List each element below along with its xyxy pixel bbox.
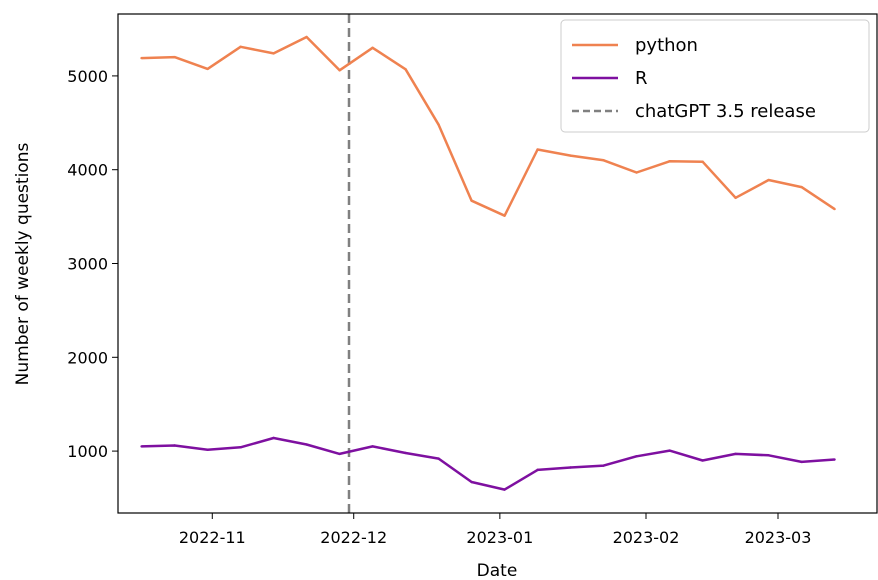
x-axis: 2022-11 2022-12 2023-01 2023-02 2023-03 — [179, 513, 812, 547]
x-tick-label: 2023-03 — [745, 528, 812, 547]
data-point-python — [635, 171, 638, 174]
legend: python R chatGPT 3.5 release — [560, 19, 870, 133]
y-axis: 1000 2000 3000 4000 5000 — [67, 67, 118, 461]
x-tick-label: 2022-11 — [179, 528, 246, 547]
data-point-python — [536, 148, 539, 151]
data-point-python — [371, 46, 374, 49]
data-point-python — [569, 154, 572, 157]
data-point-python — [437, 123, 440, 126]
data-point-python — [239, 45, 242, 49]
data-point-python — [305, 35, 308, 39]
data-point-python — [206, 67, 209, 71]
data-point-r — [734, 452, 737, 456]
y-tick-label: 1000 — [67, 442, 108, 461]
legend-label-release: chatGPT 3.5 release — [635, 101, 816, 122]
data-point-r — [206, 448, 209, 451]
y-tick-label: 2000 — [67, 348, 108, 367]
data-point-r — [173, 444, 176, 447]
data-point-r — [635, 455, 638, 458]
data-point-r — [602, 464, 605, 467]
data-point-r — [536, 468, 539, 472]
y-axis-title: Number of weekly questions — [13, 143, 33, 386]
series-line-r — [141, 436, 835, 491]
data-point-r — [800, 460, 803, 464]
data-point-r — [668, 449, 671, 452]
data-point-python — [338, 69, 341, 72]
data-point-r — [338, 452, 341, 456]
data-point-python — [404, 68, 407, 71]
x-tick-label: 2022-12 — [320, 528, 387, 547]
y-tick-label: 3000 — [67, 255, 108, 274]
y-tick-label: 5000 — [67, 67, 108, 86]
x-tick-label: 2023-02 — [613, 528, 680, 547]
data-point-r — [701, 459, 704, 462]
data-point-r — [569, 466, 572, 469]
data-point-python — [767, 178, 770, 182]
data-point-python — [734, 196, 737, 200]
data-point-python — [173, 55, 176, 59]
data-point-r — [239, 446, 242, 449]
data-point-python — [668, 160, 671, 163]
x-tick-label: 2023-01 — [466, 528, 533, 547]
data-point-python — [602, 159, 605, 162]
legend-label-r: R — [635, 68, 648, 89]
x-axis-title: Date — [477, 561, 518, 580]
data-point-r — [404, 451, 407, 455]
data-point-python — [701, 160, 704, 163]
legend-box — [560, 19, 870, 133]
data-point-r — [767, 454, 770, 457]
data-point-python — [833, 207, 836, 211]
data-point-python — [800, 185, 803, 189]
data-point-python — [503, 214, 506, 217]
data-point-r — [140, 445, 143, 448]
data-point-python — [470, 199, 473, 202]
data-point-python — [140, 56, 143, 60]
data-point-r — [470, 480, 473, 484]
y-tick-label: 4000 — [67, 161, 108, 180]
data-point-python — [272, 52, 275, 55]
data-point-r — [437, 457, 440, 460]
data-point-r — [371, 445, 374, 448]
plot-lines — [140, 14, 836, 513]
data-point-r — [833, 458, 836, 461]
data-point-r — [305, 443, 308, 446]
series-line-python — [141, 35, 836, 217]
legend-label-python: python — [635, 35, 698, 56]
data-point-r — [503, 488, 506, 491]
data-point-r — [272, 436, 275, 440]
